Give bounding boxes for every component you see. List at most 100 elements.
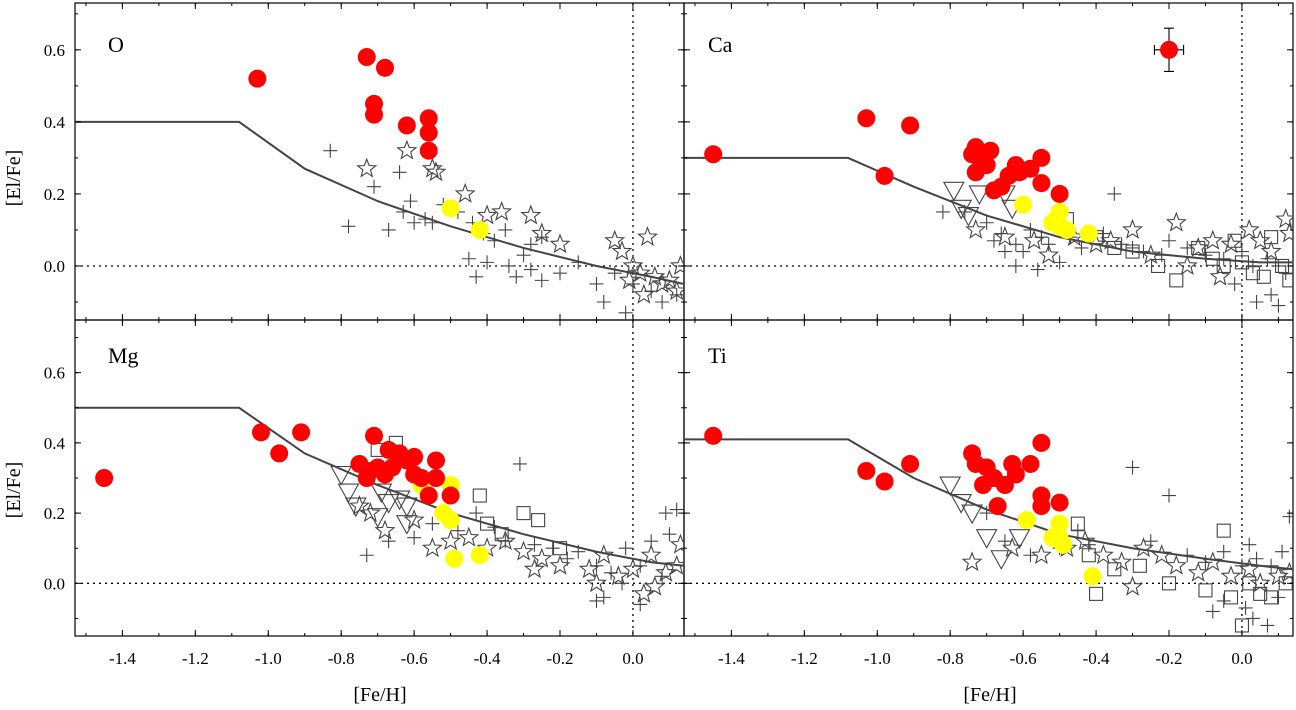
red-dot — [1032, 148, 1051, 167]
star-point — [669, 533, 684, 554]
red-dot — [704, 426, 723, 445]
red-dot — [857, 109, 876, 128]
star-point — [1278, 561, 1293, 582]
star-point — [644, 575, 666, 596]
star-point — [356, 157, 378, 178]
y-axis-label-top: [El/Fe] — [3, 150, 25, 207]
cross-point — [979, 215, 994, 230]
red-dot — [704, 145, 723, 164]
red-dot — [292, 423, 311, 442]
x-tick-label: -0.2 — [1156, 649, 1183, 668]
square-point — [1132, 558, 1147, 573]
star-point — [1140, 244, 1162, 265]
cross-point — [1008, 237, 1023, 252]
triangle-point — [395, 497, 418, 518]
square-point — [1169, 273, 1184, 288]
cross-point — [418, 212, 433, 227]
red-dot — [419, 486, 438, 505]
star-point — [1030, 544, 1052, 565]
star-point — [666, 554, 684, 575]
cross-point — [1205, 604, 1220, 619]
cross-point — [1023, 222, 1038, 237]
x-axis-label-right: [Fe/H] — [963, 684, 1016, 706]
triangle-point — [942, 181, 965, 202]
star-point — [578, 558, 600, 579]
x-tick-label: 0.0 — [622, 649, 643, 668]
triangle-point — [377, 494, 400, 514]
square-point — [516, 506, 531, 521]
star-point — [1187, 561, 1209, 582]
star-point — [1209, 265, 1231, 286]
cross-point — [1238, 600, 1253, 615]
cross-point — [1074, 240, 1089, 255]
red-dot — [1006, 465, 1025, 484]
star-point — [421, 157, 443, 178]
cross-point — [1030, 262, 1045, 277]
star-point — [1023, 229, 1045, 250]
star-point — [651, 272, 673, 293]
star-point — [1249, 572, 1271, 593]
cross-point — [596, 294, 611, 309]
cross-point — [618, 541, 633, 556]
cross-point — [450, 523, 465, 538]
square-point — [1089, 586, 1104, 601]
triangle-point — [968, 185, 991, 206]
square-point — [480, 516, 495, 531]
red-dot — [95, 469, 114, 487]
square-point — [552, 541, 568, 556]
panel-label-o: O — [108, 32, 124, 57]
triangle-point — [370, 483, 393, 504]
red-dot — [981, 141, 1000, 160]
x-tick-label: -1.2 — [791, 649, 818, 668]
red-dot — [1050, 493, 1069, 512]
cross-point — [396, 204, 411, 219]
star-point — [1100, 229, 1122, 250]
cross-point — [979, 506, 994, 521]
square-point — [1282, 273, 1293, 288]
cross-point — [658, 506, 673, 521]
cross-point — [1125, 460, 1140, 475]
star-point — [1074, 530, 1096, 551]
cross-point — [553, 266, 568, 281]
square-point — [1125, 244, 1140, 259]
red-dot — [365, 426, 384, 445]
red-dot — [427, 469, 446, 487]
cross-point — [461, 251, 476, 266]
red-dot — [397, 116, 416, 135]
star-point — [1132, 537, 1154, 558]
star-point — [1260, 240, 1282, 261]
square-point — [1216, 258, 1231, 274]
cross-point — [997, 534, 1012, 549]
panel-frame — [74, 2, 685, 321]
plot-area — [75, 406, 684, 612]
triangle-point — [337, 483, 360, 504]
star-point — [440, 530, 462, 551]
star-point — [961, 551, 983, 572]
star-point — [425, 161, 447, 182]
cross-point — [633, 597, 648, 612]
square-point — [1264, 590, 1279, 605]
cross-point — [1114, 237, 1129, 252]
cross-point — [1198, 248, 1213, 263]
star-point — [1220, 233, 1242, 254]
cross-point — [1143, 534, 1158, 549]
cross-point — [1260, 618, 1275, 633]
star-point — [622, 558, 644, 579]
square-point — [1234, 255, 1249, 270]
cross-point — [669, 502, 684, 517]
x-tick-label: -0.4 — [474, 649, 501, 668]
yellow-dot — [1079, 224, 1098, 243]
red-dot — [1021, 159, 1040, 178]
panel-calcium — [684, 3, 1293, 320]
red-dot — [365, 105, 384, 124]
cross-point — [625, 276, 640, 291]
star-point — [454, 182, 476, 203]
square-point — [1198, 583, 1213, 598]
yellow-dot — [441, 199, 460, 218]
star-point — [593, 544, 615, 565]
triangle-point — [395, 515, 418, 535]
x-tick-label: -0.8 — [328, 649, 355, 668]
triangle-point — [366, 508, 389, 528]
cross-point — [935, 204, 950, 219]
